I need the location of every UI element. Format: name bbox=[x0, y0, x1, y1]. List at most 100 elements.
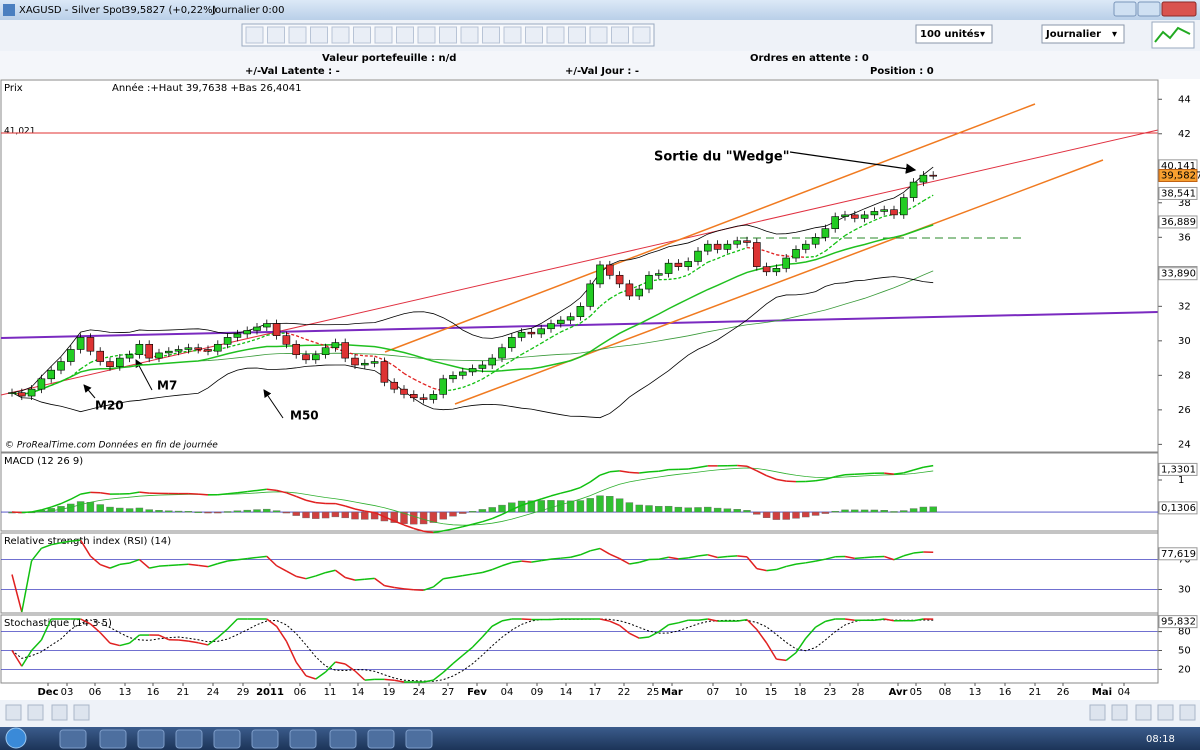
histogram-bar bbox=[842, 510, 849, 512]
tool-button[interactable] bbox=[311, 27, 328, 43]
taskbar-app[interactable] bbox=[176, 730, 202, 748]
histogram-bar bbox=[891, 511, 898, 512]
histogram-bar bbox=[851, 510, 858, 512]
tool-button[interactable] bbox=[569, 27, 586, 43]
histogram-bar bbox=[655, 506, 662, 512]
level-label: 41,021 bbox=[4, 127, 36, 137]
tool-button[interactable] bbox=[612, 27, 629, 43]
x-tick-label: Fev bbox=[467, 687, 487, 698]
bottom-button[interactable] bbox=[1180, 705, 1195, 720]
bottom-button[interactable] bbox=[1112, 705, 1127, 720]
x-tick-label: 07 bbox=[707, 687, 720, 698]
histogram-bar bbox=[342, 512, 349, 518]
histogram-bar bbox=[293, 512, 300, 516]
bottom-button[interactable] bbox=[74, 705, 89, 720]
x-tick-label: 26 bbox=[1057, 687, 1070, 698]
tool-button[interactable] bbox=[547, 27, 564, 43]
tool-button[interactable] bbox=[418, 27, 435, 43]
taskbar-app[interactable] bbox=[368, 730, 394, 748]
bottom-button[interactable] bbox=[52, 705, 67, 720]
candle bbox=[450, 375, 457, 378]
maximize[interactable] bbox=[1138, 2, 1160, 16]
histogram-bar bbox=[87, 502, 94, 512]
x-tick-label: 21 bbox=[177, 687, 190, 698]
histogram-bar bbox=[332, 512, 339, 517]
tool-button[interactable] bbox=[397, 27, 414, 43]
close[interactable] bbox=[1162, 2, 1196, 16]
taskbar-app[interactable] bbox=[330, 730, 356, 748]
histogram-bar bbox=[322, 512, 329, 518]
tool-button[interactable] bbox=[504, 27, 521, 43]
tool-button[interactable] bbox=[332, 27, 349, 43]
candle bbox=[224, 337, 231, 344]
tool-button[interactable] bbox=[590, 27, 607, 43]
price-label: 77,619 bbox=[1161, 549, 1196, 560]
histogram-bar bbox=[822, 512, 829, 514]
taskbar-app[interactable] bbox=[60, 730, 86, 748]
bottom-button[interactable] bbox=[1158, 705, 1173, 720]
start-button[interactable] bbox=[6, 728, 26, 748]
candle bbox=[322, 348, 329, 355]
histogram-bar bbox=[724, 509, 731, 512]
taskbar-app[interactable] bbox=[252, 730, 278, 748]
histogram-bar bbox=[587, 498, 594, 512]
tool-button[interactable] bbox=[268, 27, 285, 43]
taskbar-app[interactable] bbox=[100, 730, 126, 748]
x-tick-label: 24 bbox=[207, 687, 220, 698]
minimize[interactable] bbox=[1114, 2, 1136, 16]
y-tick-label: 28 bbox=[1178, 370, 1191, 381]
period: Journalier bbox=[1045, 29, 1101, 40]
histogram-bar bbox=[156, 510, 163, 512]
latent-value: +/-Val Latente : - bbox=[245, 66, 340, 77]
candle bbox=[195, 348, 202, 350]
rsi-line bbox=[179, 564, 189, 565]
candle bbox=[861, 215, 868, 218]
histogram-bar bbox=[832, 511, 839, 512]
taskbar-app[interactable] bbox=[214, 730, 240, 748]
bottom-button[interactable] bbox=[6, 705, 21, 720]
bottom-toolbar bbox=[0, 700, 1200, 727]
tool-button[interactable] bbox=[289, 27, 306, 43]
candle bbox=[244, 330, 251, 333]
taskbar-app[interactable] bbox=[290, 730, 316, 748]
tool-button[interactable] bbox=[354, 27, 371, 43]
source: © ProRealTime.com Données en fin de jour… bbox=[5, 440, 218, 451]
quantity: 100 unités bbox=[920, 28, 980, 40]
x-tick-label: 13 bbox=[969, 687, 982, 698]
x-tick-label: 16 bbox=[147, 687, 160, 698]
macd-line bbox=[649, 471, 659, 472]
taskbar-app[interactable] bbox=[138, 730, 164, 748]
candle bbox=[685, 261, 692, 266]
tool-button[interactable] bbox=[526, 27, 543, 43]
histogram-bar bbox=[548, 500, 555, 512]
candle bbox=[773, 268, 780, 271]
candle bbox=[391, 382, 398, 389]
bottom-button[interactable] bbox=[1136, 705, 1151, 720]
taskbar-app[interactable] bbox=[406, 730, 432, 748]
tool-button[interactable] bbox=[633, 27, 650, 43]
candle bbox=[48, 370, 55, 379]
x-tick-label: 16 bbox=[999, 687, 1012, 698]
candle bbox=[753, 242, 760, 266]
candle bbox=[499, 348, 506, 358]
rsi-line bbox=[365, 578, 375, 579]
x-tick-label: 11 bbox=[324, 687, 337, 698]
y-tick-label: 50 bbox=[1178, 646, 1191, 657]
tool-button[interactable] bbox=[440, 27, 457, 43]
tool-button[interactable] bbox=[375, 27, 392, 43]
window-period: Journalier bbox=[211, 5, 261, 16]
macd-line bbox=[855, 474, 865, 475]
rsi-line bbox=[737, 556, 747, 557]
tool-button[interactable] bbox=[483, 27, 500, 43]
tool-button[interactable] bbox=[246, 27, 263, 43]
tool-button[interactable] bbox=[461, 27, 478, 43]
candle bbox=[342, 343, 349, 359]
candle bbox=[744, 241, 751, 243]
x-tick-label: 14 bbox=[352, 687, 365, 698]
histogram-bar bbox=[116, 508, 123, 512]
bottom-button[interactable] bbox=[1090, 705, 1105, 720]
bottom-button[interactable] bbox=[28, 705, 43, 720]
day-value: +/-Val Jour : - bbox=[565, 66, 639, 77]
rsi-line bbox=[404, 589, 414, 590]
candle bbox=[381, 362, 388, 383]
